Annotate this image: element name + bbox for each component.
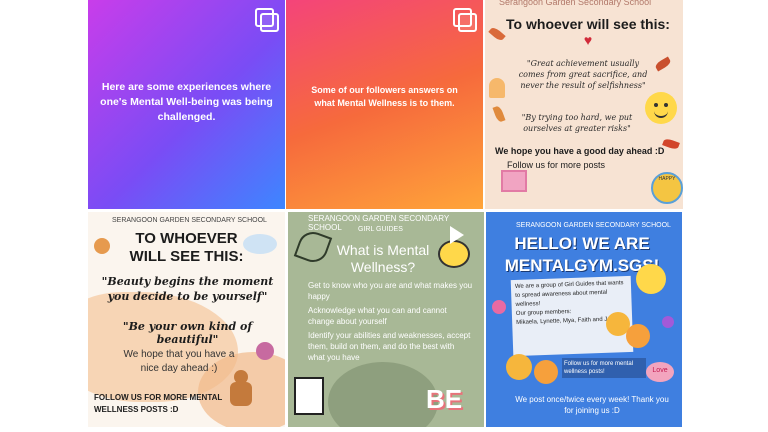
happy-badge-label: HAPPY xyxy=(658,176,676,182)
post-6-heading-2: MENTALGYM.SGS! xyxy=(504,256,660,275)
play-icon[interactable] xyxy=(450,226,464,244)
post-6-post-schedule: We post once/twice every week! Thank you… xyxy=(515,395,669,415)
cloud-icon xyxy=(243,234,277,254)
post-3-heading: To whoever will see this: ♥ xyxy=(503,16,673,48)
post-6-follow: Follow us for more mental wellness posts… xyxy=(562,358,646,378)
post-3-quote-2: "By trying too hard, we put ourselves at… xyxy=(521,113,633,133)
post-3-follow: Follow us for more posts xyxy=(507,160,606,170)
ghost-icon xyxy=(489,78,505,98)
post-4-heading-2: WILL SEE THIS: xyxy=(129,248,244,265)
post-1-caption: Here are some experiences where one's Me… xyxy=(100,81,273,123)
post-6-heading-1: HELLO! WE ARE xyxy=(514,234,650,253)
post-5-bullets: Get to know who you are and what makes y… xyxy=(308,280,473,363)
gift-icon xyxy=(501,170,527,192)
post-tile-2[interactable]: Some of our followers answers on what Me… xyxy=(286,0,483,209)
post-4-follow: FOLLOW US FOR MORE MENTAL WELLNESS POSTS… xyxy=(94,393,223,414)
sun-icon xyxy=(636,264,666,294)
post-tile-4[interactable]: SERANGOON GARDEN SECONDARY SCHOOL TO WHO… xyxy=(88,212,285,427)
post-tile-3[interactable]: Serangoon Garden Secondary School To who… xyxy=(485,0,683,209)
post-tile-6[interactable]: SERANGOON GARDEN SECONDARY SCHOOL HELLO!… xyxy=(486,212,682,427)
flower-icon xyxy=(492,300,506,314)
post-5-bullet-3: Identify your abilities and weaknesses, … xyxy=(308,331,471,362)
post-3-wish: We hope you have a good day ahead :D xyxy=(495,146,665,156)
post-tile-5[interactable]: SERANGOON GARDEN SECONDARY SCHOOL GIRL G… xyxy=(288,212,484,427)
post-5-bullet-1: Get to know who you are and what makes y… xyxy=(308,281,473,301)
flower-icon xyxy=(256,342,274,360)
post-5-subtitle: GIRL GUIDES xyxy=(358,226,403,233)
gingerbread-icon xyxy=(228,370,254,410)
sun-icon xyxy=(438,240,470,268)
love-badge: Love xyxy=(646,362,674,382)
post-6-school: SERANGOON GARDEN SECONDARY SCHOOL xyxy=(516,222,671,229)
multiple-photos-icon xyxy=(255,8,279,32)
post-3-heading-text: To whoever will see this: xyxy=(506,16,670,32)
face-icon xyxy=(534,360,558,384)
smiley-sun-icon xyxy=(645,92,677,124)
multiple-photos-icon xyxy=(453,8,477,32)
post-5-be-word: BE xyxy=(426,384,463,414)
post-6-intro: We are a group of Girl Guides that wants… xyxy=(514,280,624,308)
post-3-quote-1: "Great achievement usually comes from gr… xyxy=(518,59,648,90)
post-tile-1[interactable]: Here are some experiences where one's Me… xyxy=(88,0,285,209)
happy-badge-icon: HAPPY xyxy=(651,172,683,204)
post-4-quote-2: "Be your own kind of beautiful" xyxy=(122,320,253,346)
flower-icon xyxy=(662,316,674,328)
leaf-decoration xyxy=(654,56,672,72)
post-4-quote-1: "Beauty begins the moment you decide to … xyxy=(101,275,274,303)
post-3-school: Serangoon Garden Secondary School xyxy=(499,0,652,7)
post-4-school: SERANGOON GARDEN SECONDARY SCHOOL xyxy=(112,217,267,224)
face-icon xyxy=(506,354,532,380)
heart-icon: ♥ xyxy=(583,32,593,48)
leaf-decoration xyxy=(492,105,506,123)
blob-decoration xyxy=(328,362,438,427)
post-2-caption: Some of our followers answers on what Me… xyxy=(311,85,458,108)
flower-icon xyxy=(94,238,110,254)
face-icon xyxy=(626,324,650,348)
post-4-wish: We hope that you have a nice day ahead :… xyxy=(123,349,235,374)
post-5-school: SERANGOON GARDEN SECONDARY SCHOOL xyxy=(308,214,450,232)
post-5-bullet-2: Acknowledge what you can and cannot chan… xyxy=(308,306,447,326)
love-badge-label: Love xyxy=(652,367,668,374)
post-4-heading-1: TO WHOEVER xyxy=(135,230,238,247)
leaf-icon xyxy=(293,227,333,267)
easel-icon xyxy=(294,377,324,415)
post-5-title: What is Mental Wellness? xyxy=(336,242,430,275)
